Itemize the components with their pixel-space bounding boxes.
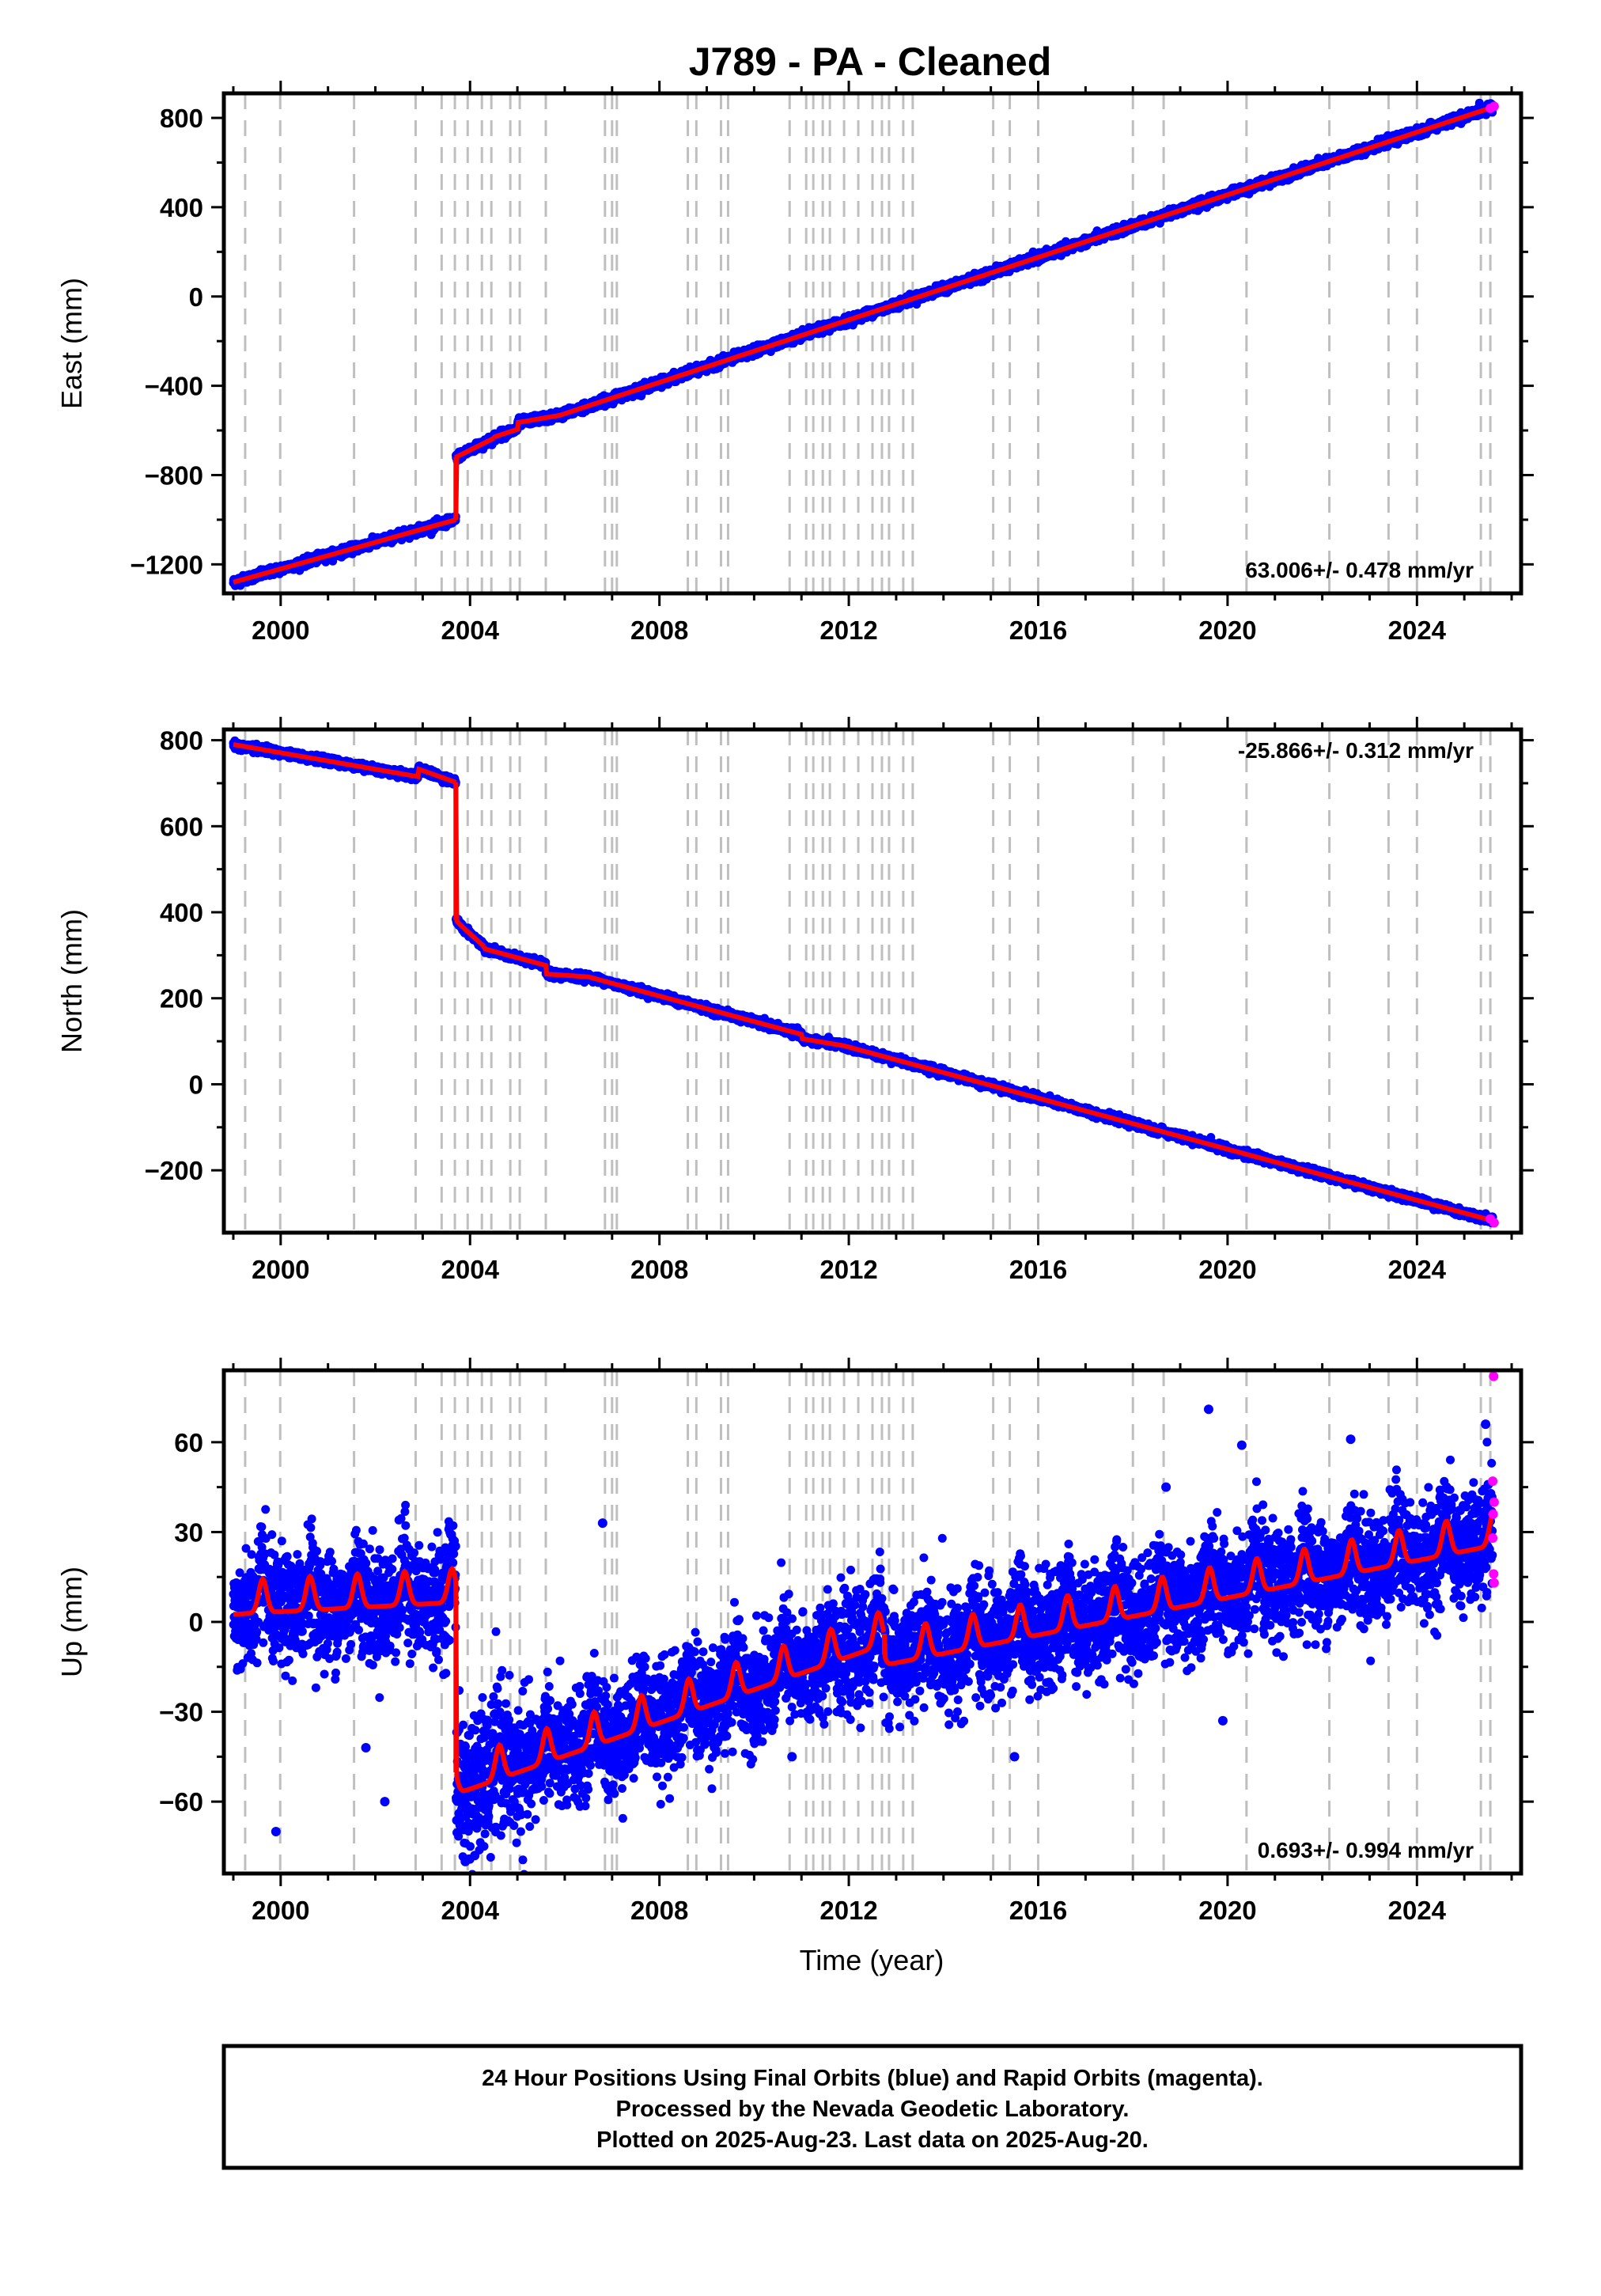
event-lines <box>244 93 1492 593</box>
figure-title: J789 - PA - Cleaned <box>689 40 1052 84</box>
east-panel: 2000 2004 2008 2012 2016 2020 2024−1200−800−40… <box>55 81 1534 645</box>
